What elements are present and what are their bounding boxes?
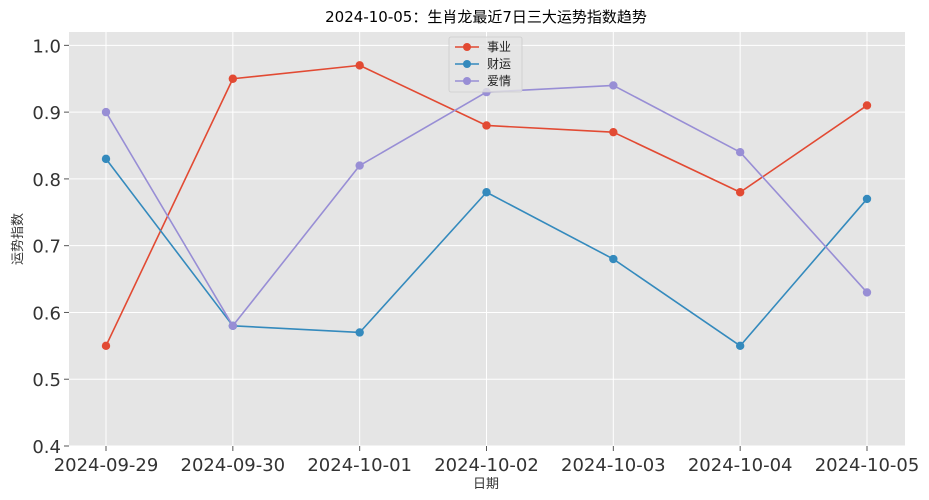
- x-tick-label: 2024-10-05: [815, 455, 920, 476]
- x-tick-label: 2024-09-30: [181, 455, 286, 476]
- y-tick-label: 0.8: [32, 170, 61, 191]
- y-tick-label: 0.6: [32, 303, 61, 324]
- data-point: [862, 194, 872, 204]
- legend-marker: [463, 60, 471, 68]
- data-point: [228, 321, 238, 331]
- legend-label: 爱情: [487, 74, 511, 88]
- data-point: [482, 121, 491, 130]
- legend-item: 事业: [455, 40, 511, 54]
- legend-marker: [463, 43, 471, 51]
- data-point: [355, 161, 364, 170]
- x-tick-label: 2024-10-01: [307, 455, 412, 476]
- x-tick-label: 2024-10-04: [688, 455, 793, 476]
- legend-item: 爱情: [455, 74, 511, 88]
- x-axis-label: 日期: [473, 477, 499, 492]
- y-tick-label: 0.5: [32, 370, 61, 391]
- legend-marker: [463, 77, 471, 85]
- x-tick-label: 2024-10-03: [561, 455, 666, 476]
- data-point: [735, 188, 745, 197]
- data-point: [482, 188, 491, 197]
- y-tick-label: 1.0: [32, 36, 61, 57]
- data-point: [355, 328, 364, 337]
- data-point: [862, 288, 872, 297]
- legend-item: 财运: [455, 57, 511, 71]
- series-1: [101, 61, 872, 351]
- data-point: [862, 101, 872, 110]
- data-point: [609, 254, 618, 264]
- x-tick-label: 2024-10-02: [434, 455, 539, 476]
- data-point: [609, 127, 618, 137]
- legend-label: 财运: [487, 57, 511, 71]
- data-point: [735, 147, 745, 157]
- data-point: [101, 341, 111, 351]
- legend-label: 事业: [487, 40, 511, 54]
- data-point: [735, 341, 745, 351]
- data-point: [609, 81, 618, 90]
- y-tick-label: 0.4: [32, 437, 61, 458]
- data-point: [101, 107, 111, 117]
- y-tick-label: 0.9: [32, 103, 61, 124]
- y-tick-label: 0.7: [32, 237, 61, 258]
- x-tick-label: 2024-09-29: [54, 455, 159, 476]
- chart-title: 2024-10-05：生肖龙最近7日三大运势指数趋势: [325, 8, 647, 26]
- y-axis-label: 运势指数: [10, 213, 26, 265]
- x-axis: 2024-09-29 2024-09-30 2024-10-01 2024-10-02…: [54, 446, 920, 476]
- y-axis: 0.4 0.5 0.6 0.7 0.8 0.9 1.0: [32, 36, 69, 458]
- data-point: [228, 74, 238, 83]
- data-point: [101, 154, 111, 164]
- data-point: [355, 61, 364, 70]
